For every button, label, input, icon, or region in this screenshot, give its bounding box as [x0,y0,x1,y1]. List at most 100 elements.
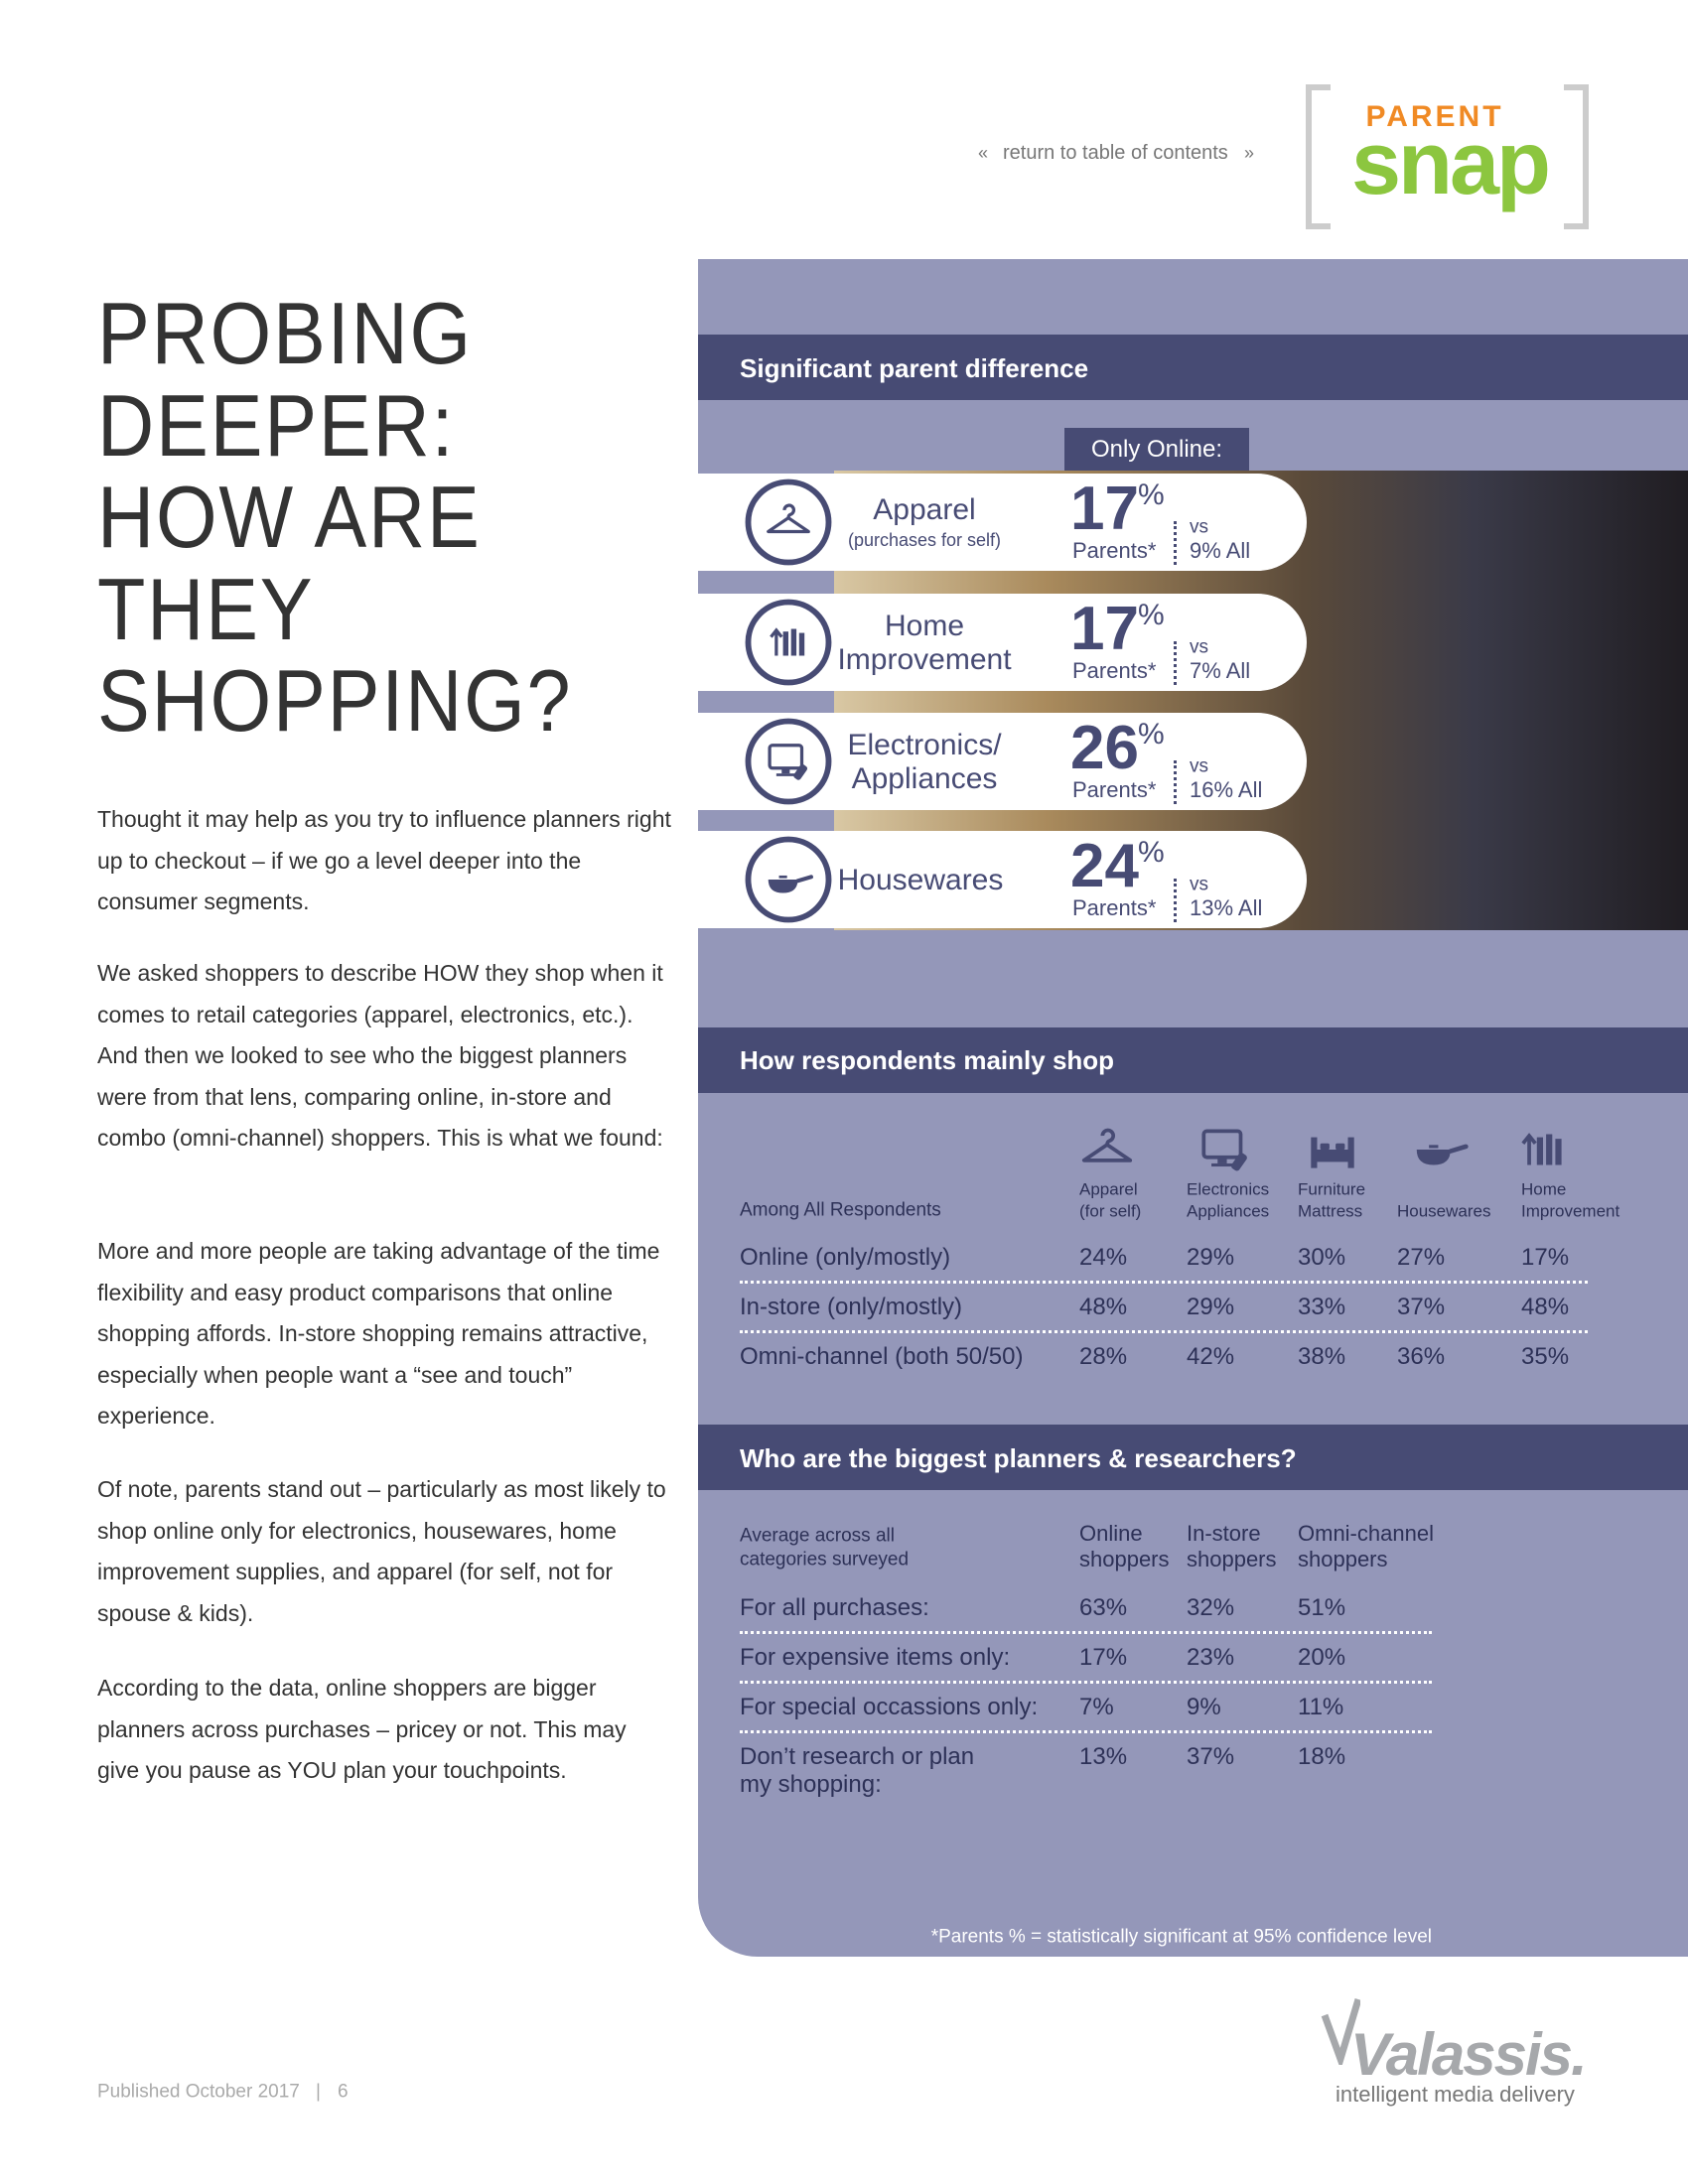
cell-value: 20% [1298,1644,1346,1671]
row-label: Apparel [873,493,976,526]
vs-label: vs [1190,636,1208,658]
comparison: 16% All [1190,777,1263,802]
row-divider [740,1281,1588,1284]
vs-label: vs [1190,516,1208,538]
value-unit: % [1138,478,1165,511]
cell-value: 29% [1187,1294,1235,1320]
table-corner: Among All Respondents [740,1199,941,1221]
nav-arrow[interactable]: » [1244,143,1255,163]
cell-value: 27% [1397,1244,1446,1271]
paragraph: More and more people are taking advantag… [97,1238,660,1429]
group-label: Parents* [1072,895,1157,920]
column-header: shoppers [1079,1547,1170,1571]
cell-value: 51% [1298,1594,1346,1621]
row-divider [740,1730,1432,1733]
section-bar [698,1027,1688,1093]
cell-value: 13% [1079,1743,1128,1770]
dotted-divider [1174,641,1177,685]
cell-value: 11% [1298,1694,1344,1720]
vs-label: vs [1190,874,1208,895]
row-divider [740,1681,1432,1684]
group-label: Parents* [1072,658,1157,683]
cell-value: 33% [1298,1294,1346,1320]
big-value: 26 [1070,714,1139,782]
page-title: PROBING [97,284,473,382]
comparison: 9% All [1190,538,1251,563]
cell-value: 37% [1397,1294,1446,1320]
paragraph: According to the data, online shoppers a… [97,1675,627,1783]
cell-value: 28% [1079,1343,1128,1370]
page-title: HOW ARE [97,468,482,566]
logo-main: snap [1350,114,1551,213]
column-header: Apparel [1079,1179,1138,1199]
nav-arrow[interactable]: « [978,143,989,163]
tab-label: Only Online: [1090,436,1223,463]
footer-separator: | [316,2081,321,2103]
column-header: Improvement [1521,1201,1620,1221]
brand-name: Valassis. [1350,2021,1588,2088]
column-header: Electronics [1187,1179,1270,1199]
row-label: Housewares [837,864,1004,896]
cell-value: 48% [1521,1294,1570,1320]
row-label: Online (only/mostly) [740,1244,951,1271]
icon [745,718,832,805]
comparison: 13% All [1190,895,1263,920]
icon [745,599,832,686]
cell-value: 38% [1298,1343,1346,1370]
footnote: *Parents % = statistically significant a… [930,1926,1432,1948]
cell-value: 37% [1187,1743,1235,1770]
row-sublabel: (purchases for self) [847,530,1002,550]
column-header: Appliances [1187,1201,1270,1221]
row-label: Omni-channel (both 50/50) [740,1343,1024,1370]
icon [745,478,832,566]
column-header: (for self) [1079,1201,1142,1221]
cell-value: 7% [1079,1694,1114,1720]
cell-value: 17% [1079,1644,1128,1671]
column-header: In-store [1187,1521,1261,1546]
cell-value: 48% [1079,1294,1128,1320]
logo-brackets [1306,84,1589,229]
group-label: Parents* [1072,538,1157,563]
dotted-divider [1174,879,1177,922]
cell-value: 35% [1521,1343,1570,1370]
section-heading: Significant parent difference [740,353,1089,383]
cell-value: 30% [1298,1244,1346,1271]
column-header: Home [1521,1179,1567,1199]
row-divider [740,1330,1588,1333]
page-title: SHOPPING? [97,651,573,750]
cell-value: 24% [1079,1244,1128,1271]
cell-value: 32% [1187,1594,1235,1621]
brand-tagline: intelligent media delivery [1336,2082,1575,2107]
icon [1416,1144,1469,1165]
page-title: DEEPER: [97,375,456,475]
toc-link[interactable]: return to table of contents [1003,142,1228,164]
cell-value: 42% [1187,1343,1235,1370]
big-value: 24 [1070,832,1139,900]
cell-value: 9% [1187,1694,1221,1720]
vs-label: vs [1190,755,1208,777]
value-unit: % [1138,836,1165,869]
dotted-divider [1174,521,1177,565]
cell-value: 36% [1397,1343,1446,1370]
section-heading: How respondents mainly shop [740,1045,1115,1075]
group-label: Parents* [1072,777,1157,802]
section-bar [698,335,1688,400]
column-header: shoppers [1187,1547,1277,1571]
value-unit: % [1138,599,1165,631]
table-corner: Average across all [740,1525,895,1547]
paragraph: Thought it may help as you try to influe… [97,806,671,914]
row-label: my shopping: [740,1771,882,1798]
icon [1081,1128,1133,1162]
icon [745,836,832,923]
row-label: Don’t research or plan [740,1743,975,1770]
column-header: Online [1079,1521,1143,1546]
dotted-divider [1174,760,1177,804]
value-unit: % [1138,718,1165,751]
page-title: THEY [97,559,315,658]
cell-value: 18% [1298,1743,1346,1770]
row-label: For expensive items only: [740,1644,1011,1671]
page-number: 6 [338,2081,349,2103]
paragraph: Of note, parents stand out – particularl… [97,1476,666,1626]
row-label: Home [884,610,965,642]
